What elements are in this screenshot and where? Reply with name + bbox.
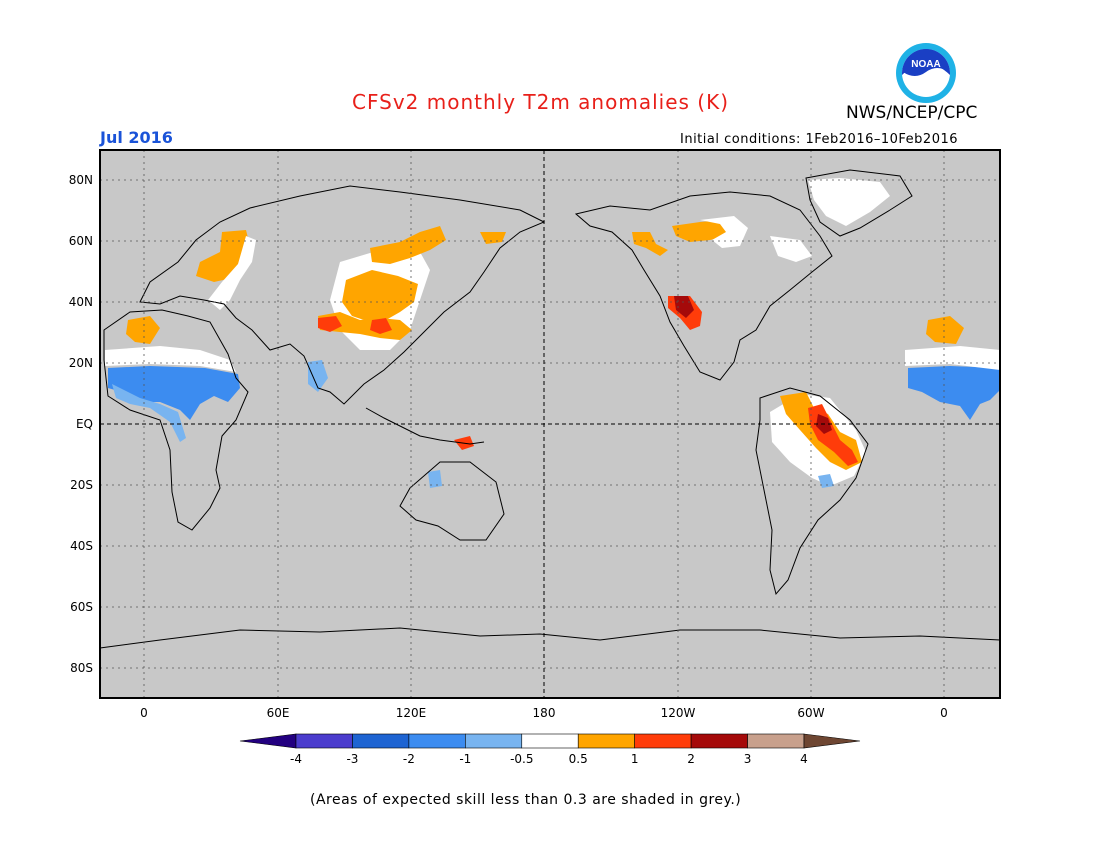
brazil-light-blue bbox=[818, 474, 834, 488]
lat-label: 40S bbox=[70, 539, 93, 553]
lon-label: 60W bbox=[797, 706, 824, 720]
skill-footnote: (Areas of expected skill less than 0.3 a… bbox=[310, 792, 742, 808]
colorbar-bin bbox=[747, 733, 805, 749]
korea-orange bbox=[480, 232, 506, 244]
colorbar-label: 3 bbox=[744, 752, 752, 766]
europe-white bbox=[208, 236, 256, 310]
siberia-orange bbox=[370, 226, 446, 264]
india-light-blue bbox=[308, 360, 328, 392]
lon-label: 180 bbox=[533, 706, 556, 720]
lon-label: 60E bbox=[267, 706, 290, 720]
map-frame bbox=[99, 149, 1001, 699]
anomaly-fields bbox=[105, 178, 1000, 488]
lat-label: 80S bbox=[70, 661, 93, 675]
gridlines bbox=[100, 150, 1000, 698]
us-west-dark-red bbox=[674, 296, 694, 318]
colorbar-bin bbox=[352, 733, 410, 749]
australia-coast bbox=[399, 461, 505, 541]
sahel-light-blue bbox=[112, 384, 186, 442]
colorbar: -4 -3 -2 -1 -0.5 0.5 1 2 3 4 bbox=[239, 733, 861, 766]
lon-label: 0 bbox=[940, 706, 948, 720]
colorbar-bin bbox=[295, 733, 353, 749]
africa-coast bbox=[103, 309, 249, 531]
longitude-labels: 0 60E 120E 180 120W 60W 0 bbox=[140, 706, 948, 720]
lon-label: 120E bbox=[396, 706, 427, 720]
agency-label: NWS/NCEP/CPC bbox=[846, 103, 978, 123]
colorbar-label: 2 bbox=[687, 752, 695, 766]
lon-label: 120W bbox=[661, 706, 696, 720]
lat-label: 40N bbox=[69, 295, 93, 309]
canada-white bbox=[700, 216, 812, 262]
eurasia-coast bbox=[139, 185, 546, 405]
colorbar-bin bbox=[465, 733, 523, 749]
chart-title: CFSv2 monthly T2m anomalies (K) bbox=[352, 90, 729, 114]
north-africa-white bbox=[105, 346, 236, 372]
greenland-white bbox=[808, 178, 890, 226]
colorbar-bin bbox=[408, 733, 466, 749]
north-africa-orange bbox=[126, 316, 160, 344]
sahel-cold-region-right bbox=[908, 366, 1000, 420]
china-red bbox=[318, 316, 392, 334]
colorbar-arrow-low bbox=[239, 733, 297, 749]
greenland-coast bbox=[805, 169, 913, 237]
central-asia-orange bbox=[342, 270, 418, 322]
colorbar-label: -1 bbox=[459, 752, 471, 766]
logo-text: NOAA bbox=[911, 59, 940, 70]
north-africa-white-right bbox=[905, 346, 1000, 370]
colorbar-bin bbox=[634, 733, 692, 749]
lat-label: 60N bbox=[69, 234, 93, 248]
lat-label: 60S bbox=[70, 600, 93, 614]
lat-label: 20N bbox=[69, 356, 93, 370]
colorbar-label: -3 bbox=[346, 752, 358, 766]
lat-label: 20S bbox=[70, 478, 93, 492]
colorbar-label: 0.5 bbox=[569, 752, 588, 766]
australia-light-blue bbox=[428, 470, 442, 488]
lat-label: 80N bbox=[69, 173, 93, 187]
north-america-coast bbox=[574, 191, 833, 381]
lat-label: EQ bbox=[76, 417, 93, 431]
colorbar-label: -2 bbox=[403, 752, 415, 766]
indonesia-coast bbox=[365, 407, 485, 445]
colorbar-bin bbox=[521, 733, 579, 749]
latitude-labels: 80N 60N 40N 20N EQ 20S 40S 60S 80S bbox=[69, 173, 93, 675]
sahel-cold-region bbox=[108, 366, 240, 420]
noaa-logo: NOAA bbox=[896, 43, 956, 103]
colorbar-label: -4 bbox=[290, 752, 302, 766]
south-america-coast bbox=[755, 387, 869, 596]
colorbar-arrow-high bbox=[803, 733, 861, 749]
north-africa-orange-right bbox=[926, 316, 964, 344]
initial-conditions: Initial conditions: 1Feb2016–10Feb2016 bbox=[680, 132, 959, 147]
colorbar-label: 1 bbox=[631, 752, 639, 766]
lon-label: 0 bbox=[140, 706, 148, 720]
antarctica-coast bbox=[99, 627, 1001, 649]
colorbar-bin bbox=[577, 733, 635, 749]
colorbar-label: -0.5 bbox=[510, 752, 533, 766]
colorbar-label: 4 bbox=[800, 752, 808, 766]
china-orange bbox=[318, 312, 412, 340]
forecast-month: Jul 2016 bbox=[100, 128, 173, 147]
alaska-orange bbox=[632, 232, 668, 256]
colorbar-bin bbox=[690, 733, 748, 749]
coastlines bbox=[99, 169, 1001, 649]
